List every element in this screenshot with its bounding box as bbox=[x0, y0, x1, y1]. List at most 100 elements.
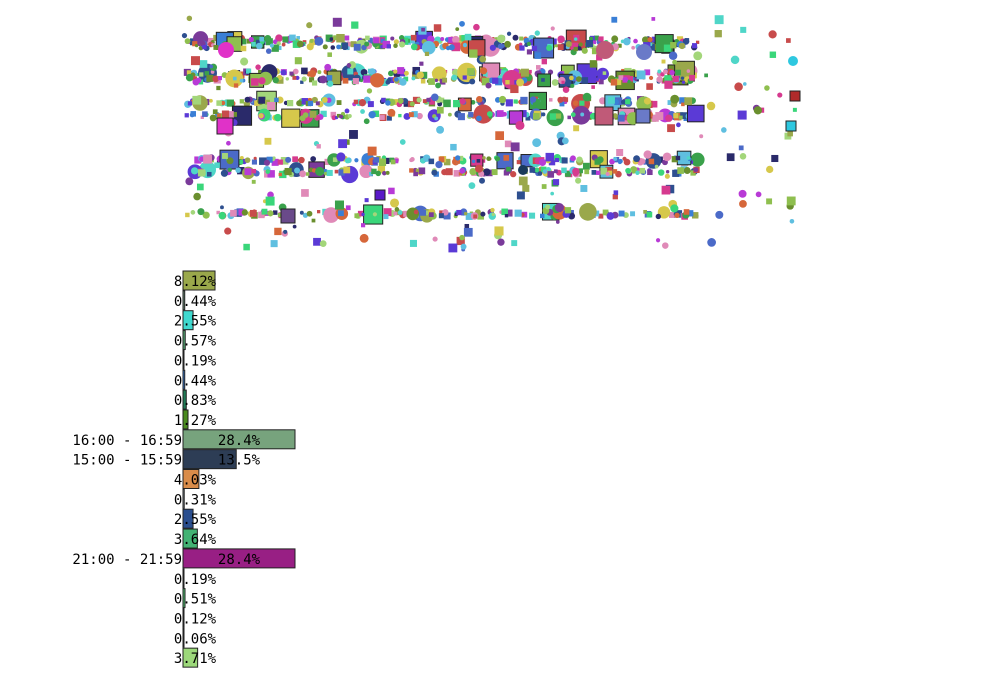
scatter-point bbox=[280, 156, 289, 165]
scatter-point bbox=[300, 80, 304, 84]
scatter-point bbox=[575, 76, 582, 82]
scatter-point bbox=[559, 101, 565, 107]
scatter-point bbox=[680, 76, 685, 80]
scatter-point bbox=[582, 162, 590, 170]
scatter-point bbox=[682, 38, 690, 45]
scatter-point bbox=[411, 111, 418, 118]
scatter-point bbox=[279, 170, 287, 179]
scatter-point bbox=[314, 36, 324, 46]
scatter-point bbox=[209, 98, 213, 103]
scatter-point bbox=[519, 36, 524, 41]
bar-chart: 8.12% 0.44% 2.55% 0.57% 0.19% 0.44% 0.83% 1.27%… bbox=[72, 270, 296, 668]
scatter-point bbox=[336, 113, 341, 118]
scatter-point bbox=[263, 159, 271, 166]
scatter-point bbox=[654, 164, 659, 169]
scatter-point bbox=[657, 206, 671, 219]
scatter-point bbox=[456, 236, 465, 246]
scatter-point bbox=[185, 177, 194, 186]
scatter-point bbox=[480, 211, 486, 217]
scatter-point bbox=[443, 212, 451, 220]
scatter-point bbox=[196, 183, 204, 191]
scatter-point bbox=[462, 42, 468, 48]
bar-value-label: 28.4% bbox=[218, 552, 261, 568]
scatter-point bbox=[730, 55, 740, 65]
scatter-point bbox=[755, 191, 762, 198]
scatter-point bbox=[482, 72, 488, 77]
scatter-point bbox=[704, 73, 708, 78]
scatter-point bbox=[265, 196, 275, 206]
bar-value-label: 8.12% bbox=[174, 274, 217, 290]
scatter-point bbox=[473, 23, 480, 31]
scatter-point bbox=[403, 76, 409, 82]
bar bbox=[182, 409, 189, 430]
scatter-point bbox=[378, 158, 387, 167]
scatter-point bbox=[274, 113, 282, 122]
scatter-point bbox=[397, 210, 403, 215]
scatter-point bbox=[506, 166, 511, 172]
bar-value-label: 0.06% bbox=[174, 631, 217, 647]
scatter-point bbox=[309, 110, 317, 118]
scatter-point bbox=[270, 240, 278, 248]
bar bbox=[182, 330, 186, 351]
scatter-point bbox=[585, 40, 593, 48]
scatter-point bbox=[289, 71, 294, 76]
scatter-point bbox=[664, 75, 672, 83]
scatter-point bbox=[706, 101, 716, 111]
scatter-point bbox=[232, 112, 237, 117]
scatter-point bbox=[421, 27, 425, 32]
scatter-point bbox=[680, 112, 687, 120]
scatter-point bbox=[580, 184, 588, 192]
scatter-point bbox=[672, 169, 680, 177]
scatter-point bbox=[612, 113, 618, 119]
scatter-point bbox=[216, 210, 220, 215]
scatter-point bbox=[251, 41, 256, 47]
scatter-point bbox=[463, 211, 468, 216]
scatter-point bbox=[715, 210, 724, 219]
scatter-point bbox=[190, 111, 196, 117]
scatter-point bbox=[408, 112, 414, 118]
scatter-point bbox=[512, 34, 519, 41]
scatter-point bbox=[600, 167, 608, 175]
scatter-point bbox=[390, 36, 395, 41]
scatter-point bbox=[620, 99, 627, 105]
scatter-point bbox=[470, 99, 476, 105]
scatter-point bbox=[434, 116, 439, 121]
scatter-point bbox=[347, 113, 352, 119]
scatter-point bbox=[278, 172, 282, 177]
scatter-point bbox=[308, 69, 317, 78]
scatter-point bbox=[248, 36, 254, 43]
scatter-point bbox=[192, 41, 198, 47]
scatter-point bbox=[564, 170, 571, 177]
scatter-point bbox=[394, 209, 401, 216]
scatter-point bbox=[431, 169, 438, 176]
scatter-point bbox=[551, 79, 559, 86]
scatter-point bbox=[301, 76, 307, 82]
scatter-point bbox=[413, 209, 419, 215]
scatter-point bbox=[570, 83, 575, 88]
scatter-point bbox=[249, 209, 257, 217]
scatter-point bbox=[203, 154, 212, 164]
scatter-point bbox=[526, 49, 533, 55]
scatter-point bbox=[498, 95, 507, 104]
scatter-point bbox=[294, 57, 302, 65]
scatter-point bbox=[381, 97, 386, 103]
scatter-point bbox=[675, 43, 679, 48]
scatter-point bbox=[575, 177, 582, 184]
scatter-point bbox=[398, 113, 402, 118]
scatter-point bbox=[739, 200, 747, 208]
scatter-point bbox=[388, 187, 395, 195]
scatter-point bbox=[579, 203, 597, 221]
scatter-point bbox=[190, 210, 196, 215]
scatter-point bbox=[448, 44, 455, 51]
scatter-point bbox=[327, 52, 332, 57]
scatter-point bbox=[591, 85, 595, 89]
scatter-point bbox=[244, 96, 251, 103]
bar-value-label: 0.51% bbox=[174, 592, 217, 608]
scatter-point bbox=[359, 233, 369, 243]
scatter-point bbox=[298, 156, 305, 164]
scatter-point bbox=[655, 213, 662, 220]
scatter-point bbox=[589, 68, 599, 78]
scatter-point bbox=[344, 108, 350, 114]
scatter-point bbox=[623, 158, 631, 166]
scatter-point bbox=[494, 226, 504, 236]
